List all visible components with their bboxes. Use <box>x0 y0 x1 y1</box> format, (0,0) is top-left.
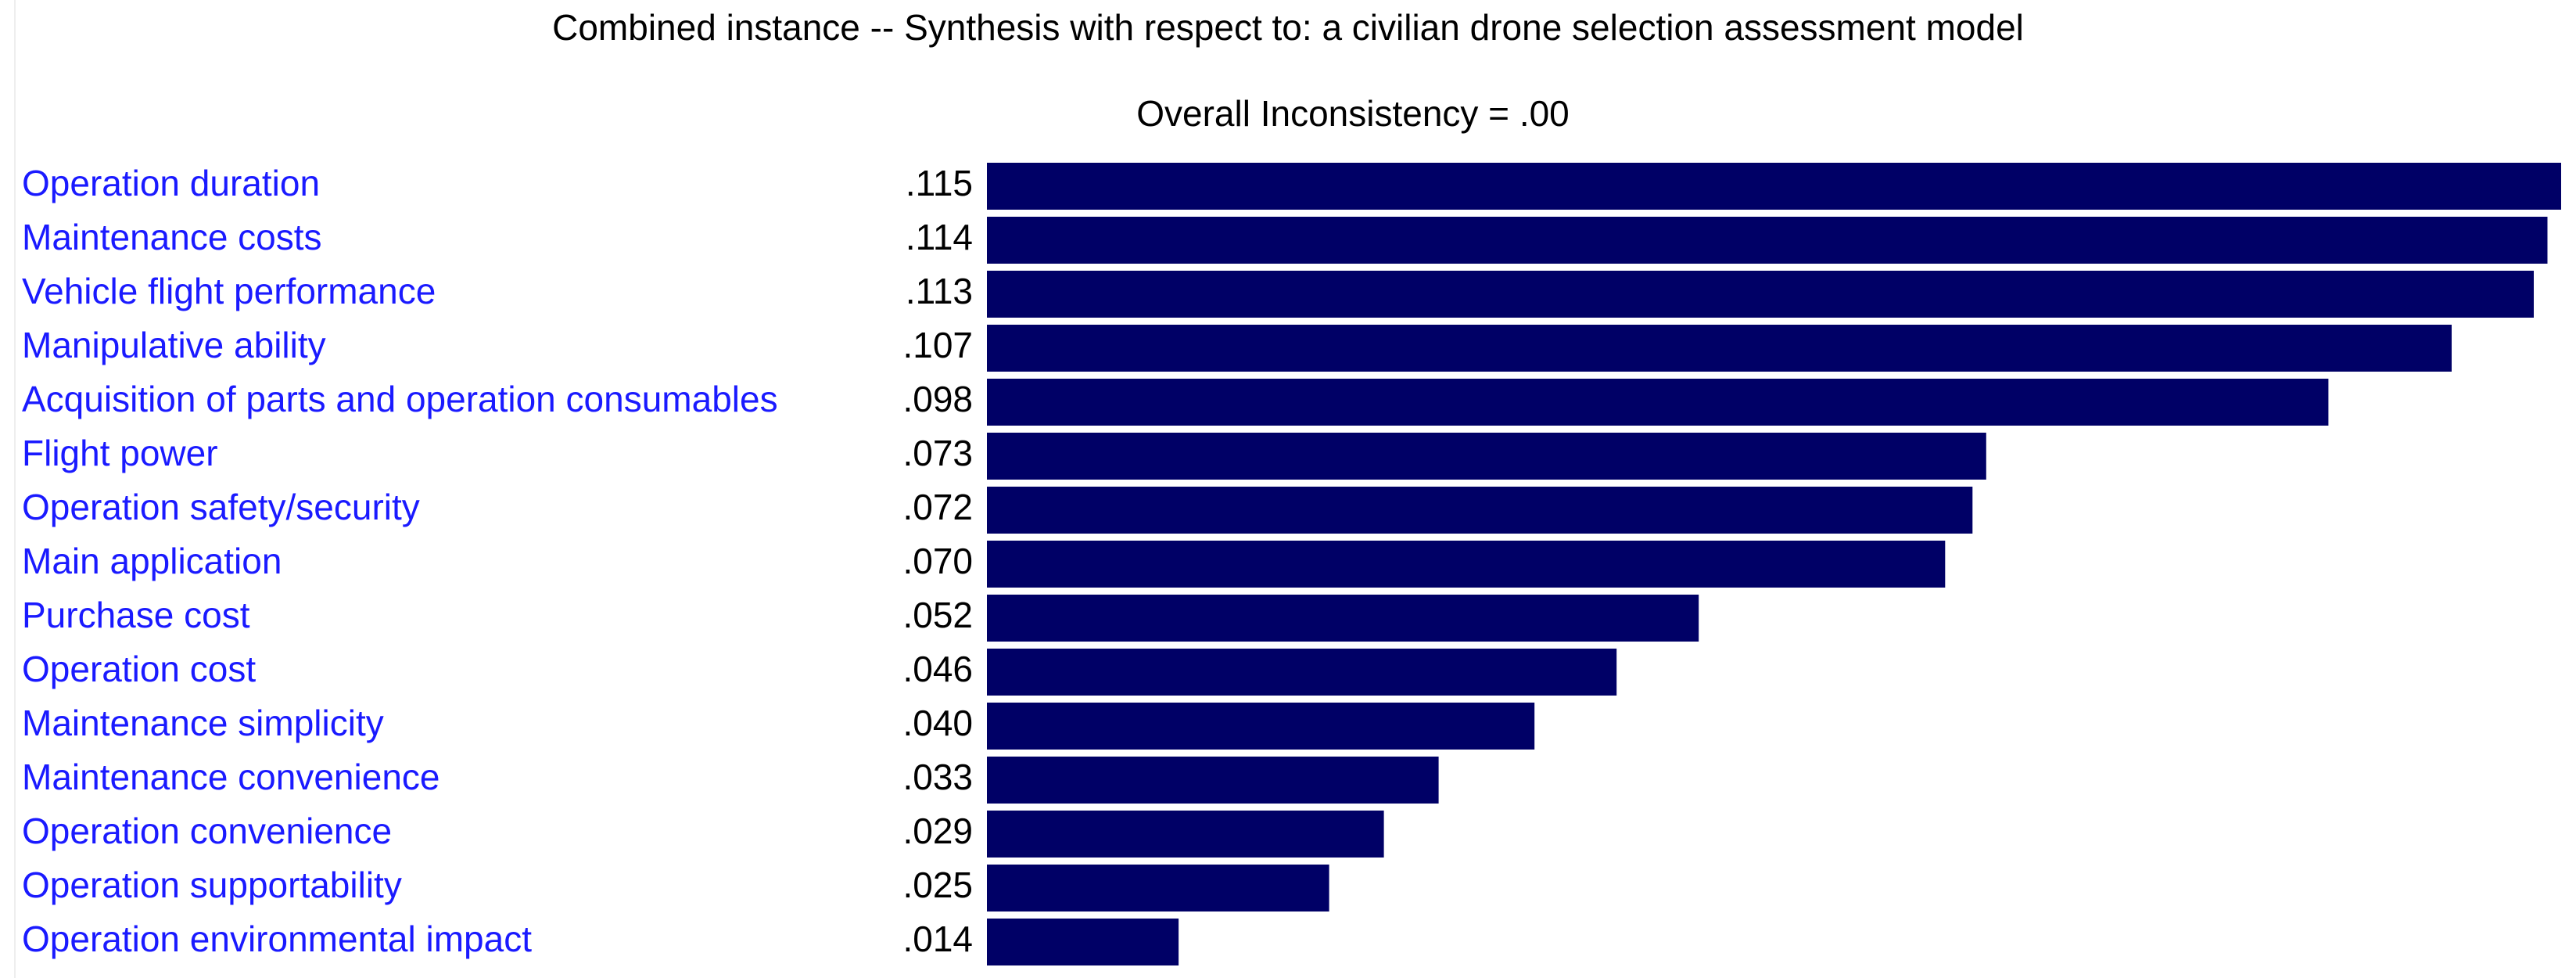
category-label: Operation safety/security <box>22 487 420 527</box>
category-label: Maintenance convenience <box>22 757 439 797</box>
bar <box>987 703 1535 750</box>
value-label: .033 <box>902 757 973 797</box>
bar <box>987 757 1439 804</box>
value-label: .025 <box>902 865 973 905</box>
category-label: Operation duration <box>22 163 320 203</box>
category-label: Operation supportability <box>22 865 402 905</box>
value-label: .046 <box>902 649 973 689</box>
value-label: .114 <box>906 217 973 257</box>
chart-subtitle: Overall Inconsistency = .00 <box>1136 93 1570 134</box>
bar <box>987 541 1946 588</box>
category-label: Manipulative ability <box>22 325 326 365</box>
bar <box>987 487 1973 534</box>
value-label: .070 <box>902 541 973 581</box>
value-label: .072 <box>902 487 973 527</box>
left-border <box>14 0 16 978</box>
bar <box>987 271 2534 318</box>
bar <box>987 217 2548 264</box>
category-label: Operation convenience <box>22 811 392 851</box>
category-label: Acquisition of parts and operation consu… <box>22 379 778 419</box>
bar <box>987 865 1329 911</box>
category-label: Maintenance costs <box>22 217 322 257</box>
chart-title: Combined instance -- Synthesis with resp… <box>552 7 2024 48</box>
value-label: .052 <box>902 595 973 635</box>
value-label: .098 <box>902 379 973 419</box>
bar <box>987 325 2452 372</box>
category-label: Flight power <box>22 433 218 473</box>
value-label: .115 <box>906 163 973 203</box>
bar <box>987 919 1179 965</box>
value-label: .029 <box>902 811 973 851</box>
category-label: Maintenance simplicity <box>22 703 384 743</box>
category-label: Purchase cost <box>22 595 250 635</box>
bar <box>987 595 1699 642</box>
bar <box>987 433 1986 480</box>
value-label: .040 <box>902 703 973 743</box>
category-label: Vehicle flight performance <box>22 271 436 311</box>
value-label: .014 <box>902 919 973 959</box>
bar <box>987 163 2561 210</box>
value-label: .113 <box>906 271 973 311</box>
value-label: .107 <box>902 325 973 365</box>
category-label: Operation environmental impact <box>22 919 532 959</box>
bar <box>987 649 1617 696</box>
category-label: Main application <box>22 541 282 581</box>
bar <box>987 379 2329 426</box>
value-label: .073 <box>902 433 973 473</box>
category-label: Operation cost <box>22 649 256 689</box>
bar <box>987 811 1384 858</box>
